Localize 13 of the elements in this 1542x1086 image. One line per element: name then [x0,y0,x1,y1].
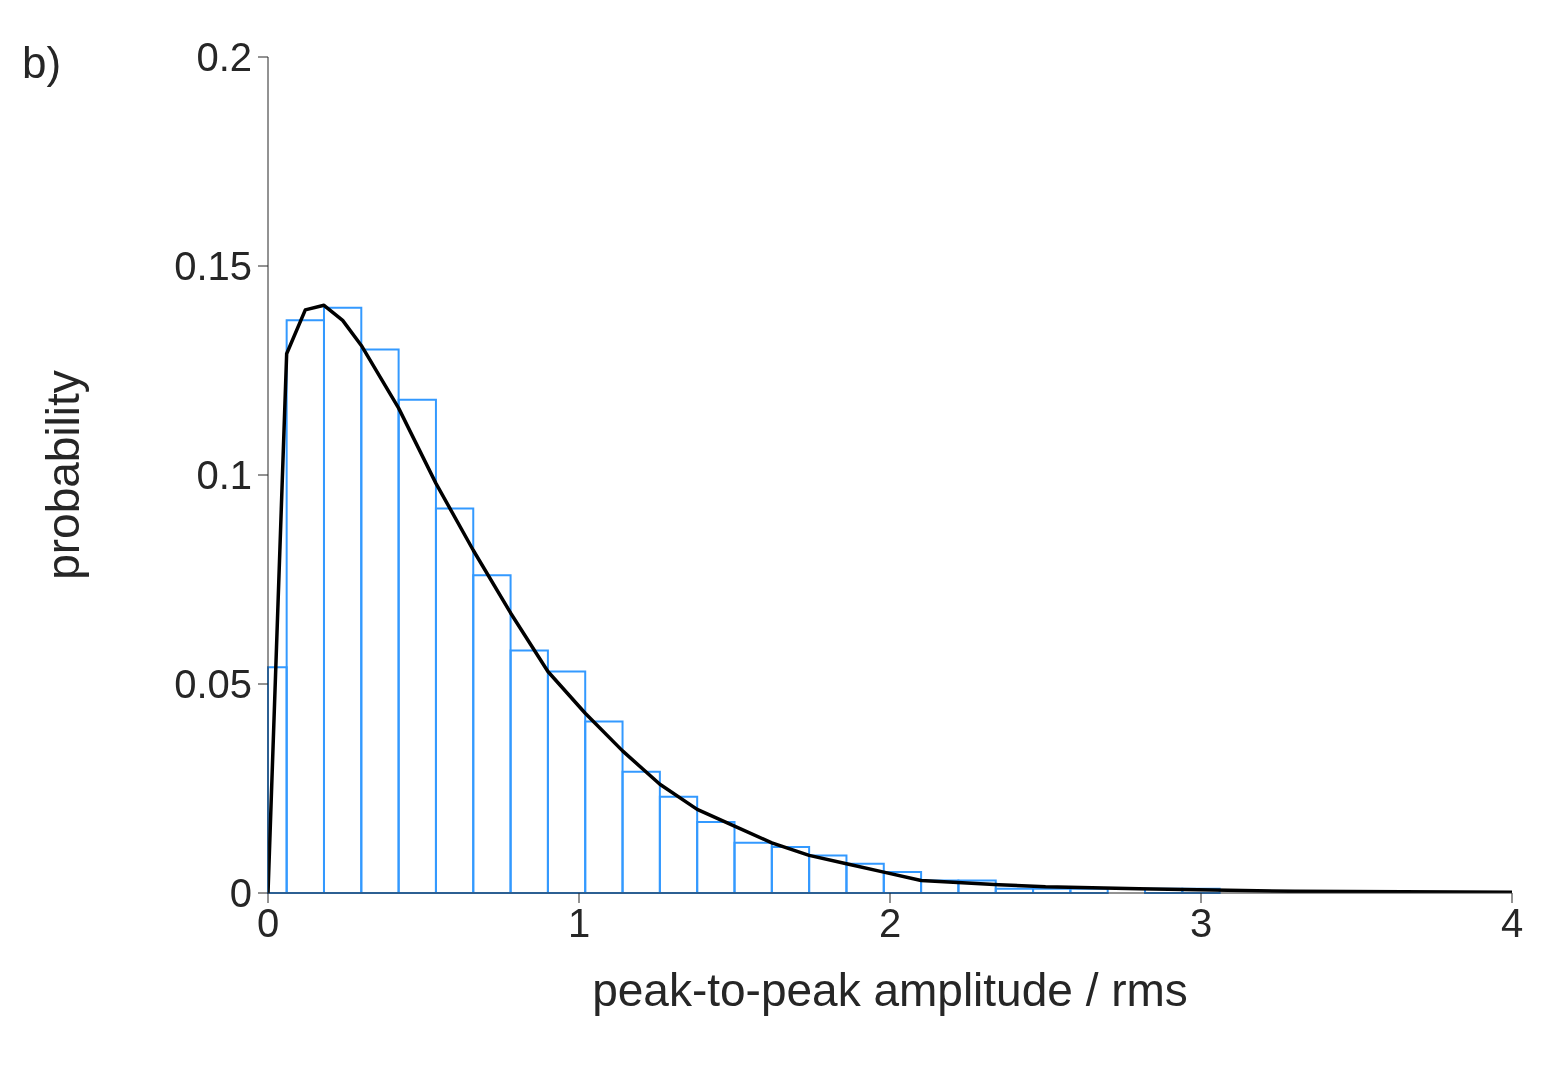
y-tick-label: 0.2 [196,35,252,80]
x-tick-label: 4 [1500,901,1524,946]
x-tick-label: 1 [567,901,591,946]
y-axis-title: probability [37,370,90,580]
x-tick-label: 2 [878,901,902,946]
x-tick-label: 0 [256,901,280,946]
y-tick-label: 0 [229,871,252,916]
y-tick-label: 0.15 [174,244,252,289]
y-tick-label: 0.1 [196,453,252,498]
x-tick-label: 3 [1189,901,1213,946]
text: b) [22,38,62,88]
y-tick-label: 0.05 [174,662,252,707]
x-axis-title: peak-to-peak amplitude / rms [592,963,1188,1016]
